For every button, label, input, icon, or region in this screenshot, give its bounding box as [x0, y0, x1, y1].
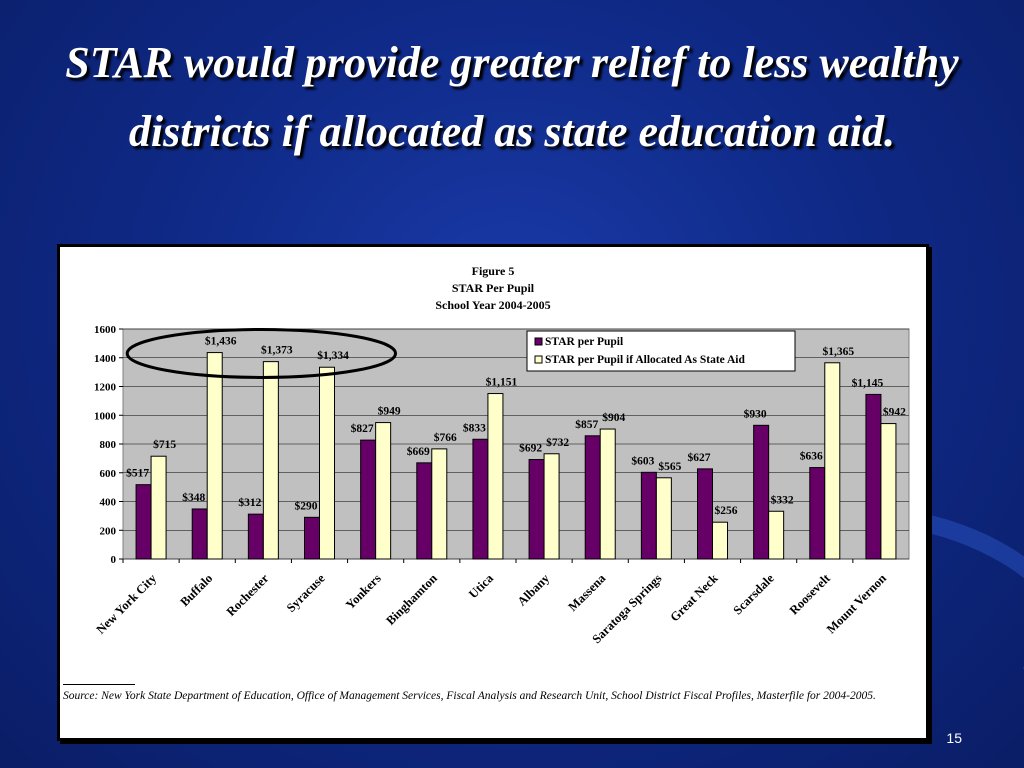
data-label: $942 — [883, 406, 906, 419]
source-divider — [63, 684, 135, 685]
y-tick-label: 200 — [100, 525, 117, 537]
data-label: $827 — [351, 422, 374, 435]
bar-star-per-pupil — [528, 459, 545, 560]
data-label: $766 — [434, 431, 457, 444]
bar-state-aid — [712, 521, 728, 560]
page-number: 15 — [946, 730, 962, 746]
bar-chart: Figure 5 STAR Per Pupil School Year 2004-2… — [94, 264, 910, 646]
data-label: $857 — [575, 418, 598, 431]
bar-state-aid — [487, 393, 504, 560]
figure-panel: Figure 5 STAR Per Pupil School Year 2004-2… — [57, 244, 929, 741]
y-tick-label: 800 — [100, 439, 117, 451]
data-label: $332 — [771, 493, 794, 506]
data-label: $636 — [800, 450, 823, 463]
category-label: Binghamton — [383, 571, 440, 628]
bar-star-per-pupil — [191, 508, 208, 560]
data-label: $1,151 — [486, 376, 518, 389]
legend-swatch — [534, 355, 543, 364]
bar-state-aid — [599, 428, 616, 560]
y-tick-label: 1600 — [94, 324, 117, 336]
y-tick-label: 600 — [100, 468, 117, 480]
y-tick-label: 1200 — [94, 382, 117, 394]
bar-star-per-pupil — [865, 393, 882, 560]
bar-star-per-pupil — [472, 438, 489, 560]
source-note: Source: New York State Department of Edu… — [63, 690, 876, 702]
bar-state-aid — [262, 361, 279, 560]
bar-star-per-pupil — [584, 435, 601, 560]
data-label: $904 — [602, 411, 625, 424]
bar-state-aid — [768, 510, 785, 560]
bar-star-per-pupil — [753, 424, 770, 560]
bar-state-aid — [150, 455, 167, 560]
bar-state-aid — [824, 362, 841, 560]
category-label: Scarsdale — [731, 571, 778, 618]
data-label: $1,365 — [822, 345, 854, 358]
data-label: $833 — [463, 421, 486, 434]
data-label: $732 — [546, 436, 569, 449]
category-label: Yonkers — [343, 571, 384, 612]
category-label: Mount Vernon — [824, 571, 889, 636]
bar-state-aid — [375, 422, 392, 560]
bar-star-per-pupil — [697, 468, 713, 560]
chart-title-line: Figure 5 — [472, 264, 515, 278]
data-label: $627 — [688, 451, 711, 464]
bar-state-aid — [543, 453, 560, 560]
data-label: $1,373 — [261, 344, 293, 357]
legend-box — [526, 330, 796, 372]
legend-swatch — [534, 337, 543, 346]
data-label: $1,334 — [317, 349, 349, 362]
bar-state-aid — [655, 477, 672, 560]
data-label: $1,145 — [852, 376, 884, 389]
category-label: Syracuse — [284, 571, 328, 615]
legend-label: STAR per Pupil — [545, 336, 623, 348]
category-label: Albany — [515, 571, 553, 609]
bar-state-aid — [206, 352, 223, 560]
data-label: $312 — [238, 496, 261, 509]
chart-title-line: STAR Per Pupil — [452, 281, 535, 295]
bar-star-per-pupil — [135, 484, 152, 560]
chart-title-line: School Year 2004-2005 — [435, 298, 550, 312]
data-label: $517 — [126, 467, 149, 480]
slide-title: STAR would provide greater relief to les… — [65, 38, 959, 156]
data-label: $256 — [715, 504, 738, 517]
data-label: $949 — [378, 405, 401, 418]
bar-star-per-pupil — [247, 513, 264, 560]
bar-state-aid — [880, 423, 897, 560]
legend-label: STAR per Pupil if Allocated As State Aid — [545, 354, 745, 366]
bar-star-per-pupil — [640, 471, 657, 560]
category-label: Rochester — [224, 571, 272, 619]
bar-star-per-pupil — [304, 516, 320, 560]
category-label: Massena — [566, 571, 609, 614]
data-label: $930 — [744, 407, 767, 420]
category-label: Roosevelt — [787, 571, 834, 618]
category-label: New York City — [94, 571, 160, 637]
data-label: $715 — [153, 438, 176, 451]
y-tick-label: 400 — [100, 497, 117, 509]
data-label: $348 — [182, 491, 205, 504]
bar-state-aid — [431, 448, 448, 560]
bar-state-aid — [319, 366, 335, 560]
highlight-ellipse — [125, 327, 397, 379]
data-label: $669 — [407, 445, 430, 458]
data-label: $603 — [631, 454, 654, 467]
category-label: Great Neck — [667, 571, 720, 624]
y-tick-label: 1400 — [94, 353, 117, 365]
bar-star-per-pupil — [416, 462, 433, 560]
category-label: Buffalo — [177, 571, 215, 609]
data-label: $692 — [519, 442, 542, 455]
data-label: $290 — [295, 499, 318, 512]
y-tick-label: 0 — [111, 554, 117, 566]
y-tick-label: 1000 — [94, 410, 117, 422]
data-label: $565 — [658, 460, 681, 473]
category-label: Utica — [466, 571, 497, 602]
bar-star-per-pupil — [360, 439, 377, 560]
data-label: $1,436 — [205, 335, 237, 348]
bar-star-per-pupil — [809, 467, 826, 560]
